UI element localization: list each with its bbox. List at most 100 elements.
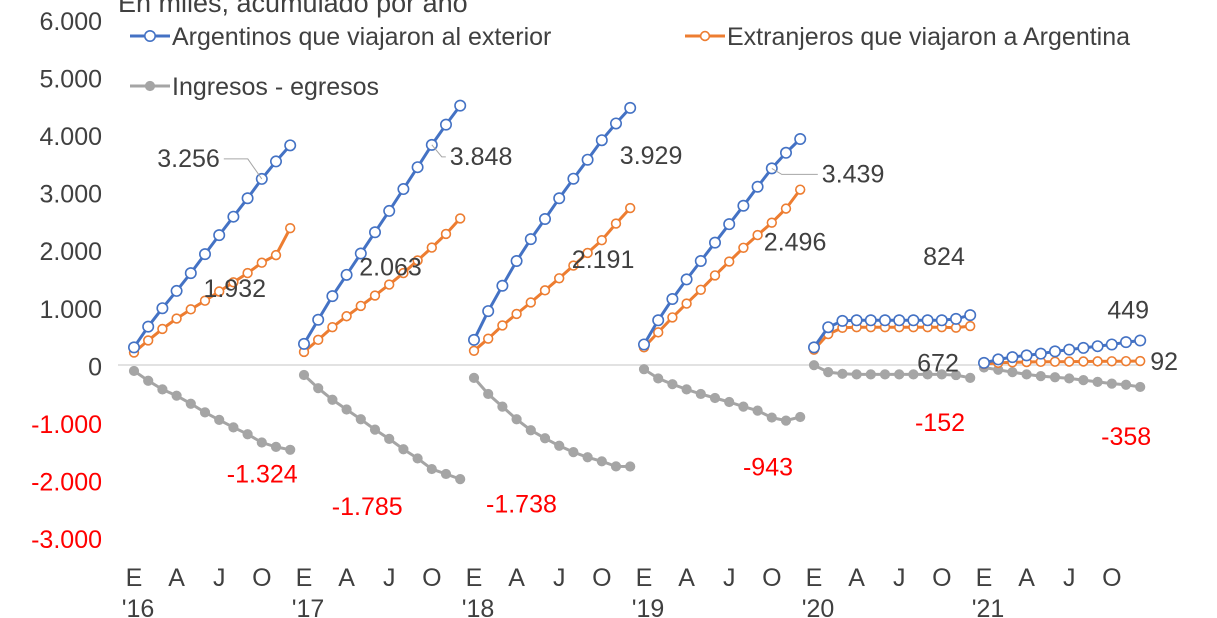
data-label: 92 <box>1150 348 1178 376</box>
data-point <box>355 300 366 312</box>
x-month-label: O <box>762 564 781 592</box>
data-point <box>908 369 919 380</box>
data-label: -152 <box>915 409 965 437</box>
data-label: -1.738 <box>486 490 557 518</box>
chart-title: En miles, acumulado por año <box>118 0 468 18</box>
data-point <box>1078 356 1089 367</box>
data-point <box>582 247 593 259</box>
data-point <box>737 199 750 212</box>
data-point <box>851 369 862 380</box>
data-point <box>922 369 933 380</box>
data-label: 2.063 <box>359 254 422 282</box>
data-point <box>794 184 806 195</box>
data-point <box>285 444 296 455</box>
data-point <box>949 312 962 325</box>
data-point <box>752 405 763 416</box>
series-line <box>642 188 802 349</box>
data-point <box>977 356 990 369</box>
data-point <box>171 390 182 401</box>
series-line <box>472 376 631 468</box>
data-point <box>794 132 807 145</box>
x-month-label: A <box>338 564 355 592</box>
data-point <box>1034 347 1047 360</box>
data-point <box>879 369 891 380</box>
data-point <box>1106 378 1117 389</box>
data-point <box>964 320 976 332</box>
data-point <box>652 327 664 338</box>
data-point <box>439 118 452 131</box>
data-point <box>823 366 834 378</box>
y-axis: 6.000 5.000 4.000 3.000 2.000 1.000 0 -1.000 -2.… <box>31 8 102 554</box>
data-point <box>766 217 777 228</box>
data-point <box>327 321 338 333</box>
data-label: 3.848 <box>450 143 513 171</box>
data-point <box>610 218 622 229</box>
data-point <box>128 365 140 377</box>
data-point <box>1135 381 1146 393</box>
data-point <box>455 474 466 485</box>
data-point <box>1064 373 1075 384</box>
data-point <box>738 242 749 253</box>
data-point <box>143 375 154 386</box>
data-point <box>185 304 197 315</box>
data-point <box>795 411 806 423</box>
data-point <box>850 314 863 327</box>
legend-item: Argentinos que viajaron al exterior <box>130 23 551 51</box>
data-point <box>836 314 849 327</box>
data-label: 2.496 <box>764 229 827 257</box>
data-point <box>157 323 168 335</box>
data-point <box>312 313 325 326</box>
data-point <box>864 314 877 327</box>
data-point <box>128 341 141 354</box>
data-point <box>171 313 182 324</box>
data-point <box>779 146 792 159</box>
legend-marker <box>144 80 156 92</box>
data-point <box>667 379 678 390</box>
x-year-label: '18 <box>462 595 495 618</box>
data-point <box>369 290 381 301</box>
data-point <box>228 422 239 433</box>
data-point <box>681 384 692 395</box>
data-point <box>397 183 410 196</box>
y-tick-label: 4.000 <box>39 123 102 151</box>
data-point <box>752 229 763 241</box>
data-label: -943 <box>743 454 793 482</box>
data-point <box>681 298 692 309</box>
data-point <box>1092 356 1103 367</box>
data-point <box>1049 345 1062 358</box>
data-point <box>581 153 594 166</box>
data-point <box>936 369 947 380</box>
series-line <box>302 373 461 481</box>
legend-item: Extranjeros que viajaron a Argentina <box>685 23 1130 51</box>
data-point <box>780 415 792 426</box>
data-point <box>624 101 637 114</box>
data-point <box>893 314 906 327</box>
data-point <box>680 273 693 286</box>
x-month-label: E <box>126 564 143 592</box>
data-point <box>184 267 197 280</box>
series-line <box>302 104 462 345</box>
data-point <box>214 286 225 297</box>
data-point <box>921 314 934 327</box>
data-point <box>624 202 636 214</box>
x-month-label: J <box>893 564 906 592</box>
data-label: 3.256 <box>157 145 220 173</box>
data-point <box>865 369 876 380</box>
data-point <box>142 320 155 333</box>
data-point <box>538 212 551 225</box>
data-point <box>695 388 706 400</box>
data-point <box>298 369 310 381</box>
data-point <box>525 297 536 308</box>
data-point <box>242 267 253 279</box>
data-point <box>935 314 948 327</box>
data-point <box>595 134 608 147</box>
x-month-label: A <box>508 564 525 592</box>
x-year-label: '20 <box>802 595 835 618</box>
data-point <box>609 117 622 130</box>
y-tick-label: -3.000 <box>31 526 102 554</box>
data-point <box>199 407 211 418</box>
data-point <box>694 255 707 268</box>
data-point <box>398 267 409 279</box>
data-point <box>964 309 977 322</box>
